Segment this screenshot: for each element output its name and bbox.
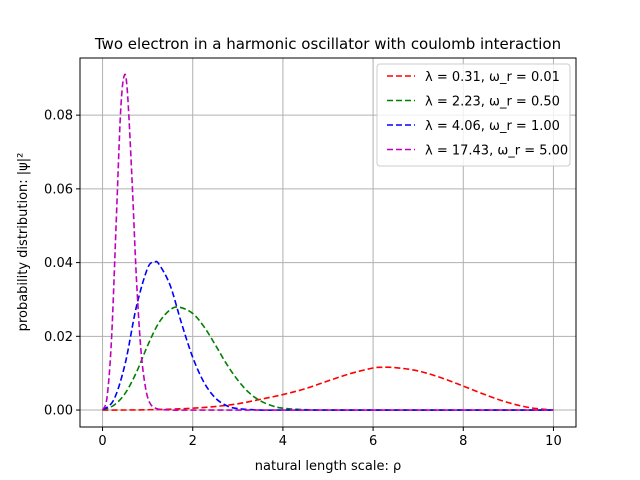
series-line-1	[102, 366, 554, 411]
series-line-4	[101, 73, 554, 411]
x-axis: 0 2 4 6 8 10	[98, 427, 562, 449]
x-tick-label: 10	[545, 434, 562, 449]
legend-label: λ = 0.31, ω_r = 0.01	[425, 70, 560, 85]
x-tick-label: 8	[459, 434, 467, 449]
y-axis: 0.00 0.02 0.04 0.06 0.08	[44, 109, 80, 419]
legend-label: λ = 2.23, ω_r = 0.50	[425, 95, 560, 110]
y-tick-label: 0.02	[44, 330, 73, 345]
x-tick-label: 2	[189, 434, 197, 449]
legend-box	[376, 63, 571, 167]
y-tick-label: 0.08	[44, 109, 73, 124]
y-tick-label: 0.06	[44, 182, 73, 197]
x-axis-title: natural length scale: ρ	[255, 459, 401, 474]
plot-frame	[79, 57, 577, 428]
chart-title: Two electron in a harmonic oscillator wi…	[94, 35, 561, 53]
y-axis-title: probability distribution: |ψ|²	[16, 153, 31, 332]
x-tick-label: 6	[369, 434, 377, 449]
legend-label: λ = 4.06, ω_r = 1.00	[425, 119, 560, 134]
y-tick-label: 0.04	[44, 256, 73, 271]
x-tick-label: 0	[98, 434, 106, 449]
x-tick-label: 4	[279, 434, 287, 449]
legend-label: λ = 17.43, ω_r = 5.00	[425, 144, 568, 159]
legend: λ = 0.31, ω_r = 0.01 λ = 2.23, ω_r = 0.50…	[376, 63, 571, 167]
y-tick-label: 0.00	[44, 404, 73, 419]
plot-area	[101, 73, 554, 411]
